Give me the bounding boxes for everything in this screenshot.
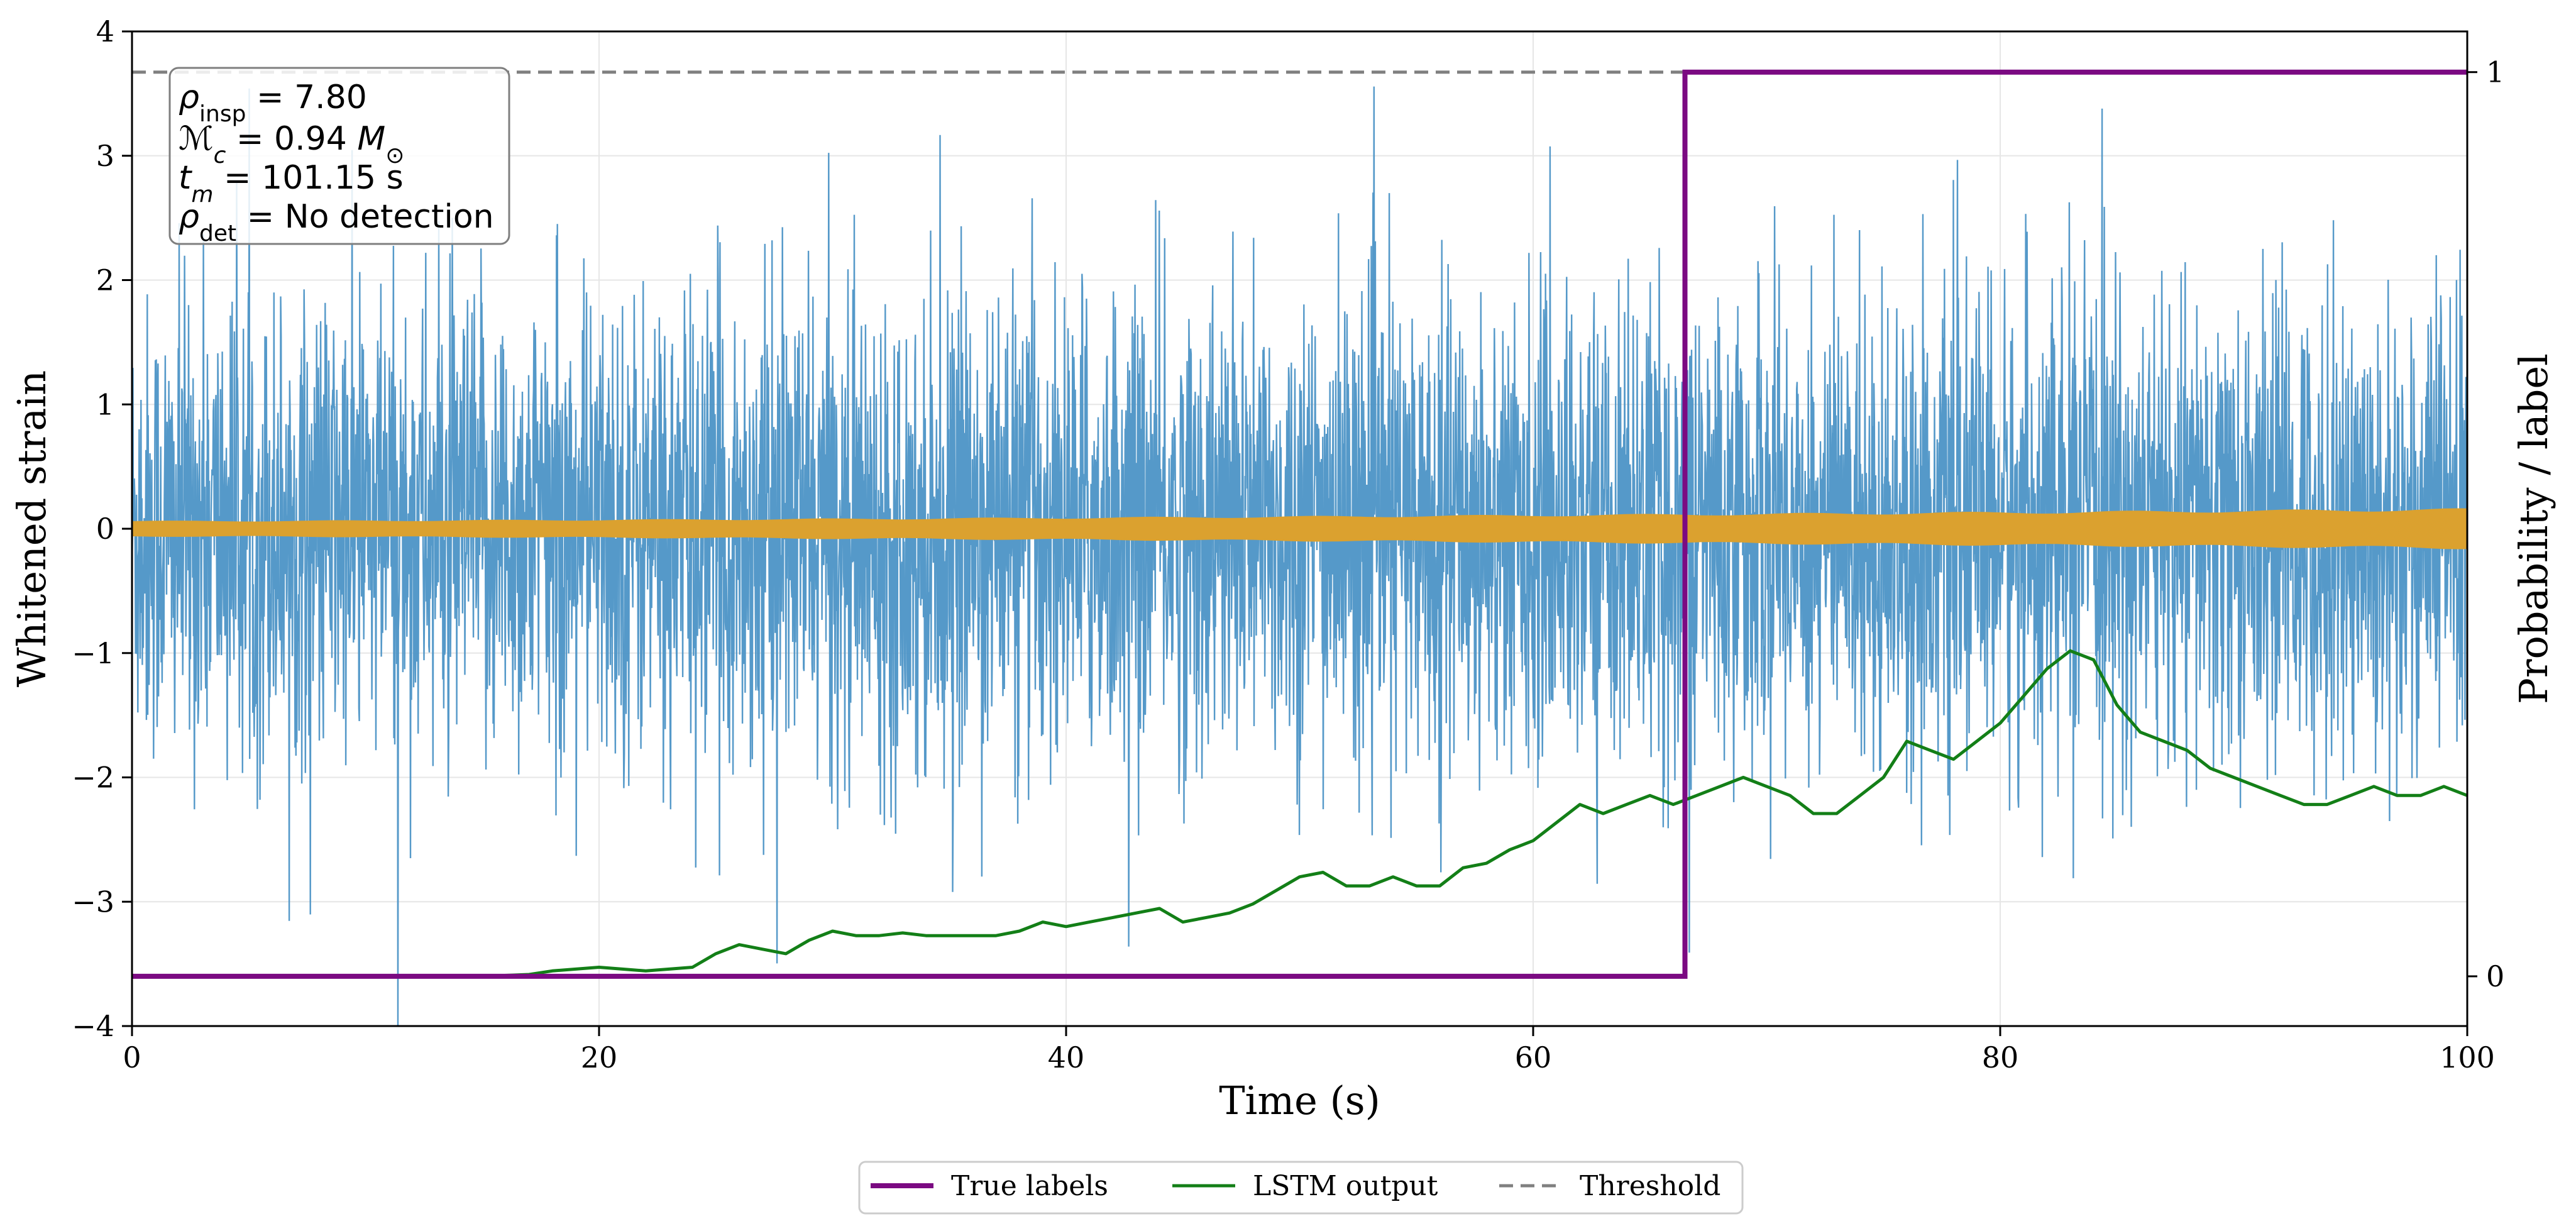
x-tick-label: 60 (1515, 1041, 1552, 1074)
legend-frame (858, 1161, 1744, 1215)
x-tick-label: 100 (2440, 1041, 2495, 1074)
x-tick-label: 0 (123, 1041, 141, 1074)
y-tick-label: 1 (96, 387, 114, 421)
legend-label-lstm-output: LSTM output (1253, 1170, 1438, 1202)
legend-label-true-labels: True labels (951, 1170, 1108, 1202)
x-tick-label: 20 (581, 1041, 618, 1074)
annotation-rho-insp: ρinsp = 7.80 (179, 79, 367, 127)
y-right-tick-label: 1 (2486, 55, 2504, 89)
annotation-merger-time: tm = 101.15 s (179, 159, 404, 207)
y-tick-label: −1 (72, 636, 114, 670)
probability-series (132, 69, 2468, 979)
true-labels-line (132, 69, 2467, 979)
x-axis-label: Time (s) (1219, 1078, 1380, 1123)
annotation-box: ρinsp = 7.80 ℳc = 0.94 M⊙ tm = 101.15 s … (168, 67, 510, 246)
y-axis-label: Whitened strain (9, 370, 55, 687)
annotation-chirp-mass: ℳc = 0.94 M⊙ (179, 120, 404, 168)
annotation-rho-det: ρdet = No detection (179, 198, 494, 246)
y-tick-label: −4 (72, 1009, 114, 1043)
y-axis-right-label: Probability / label (2511, 353, 2557, 704)
legend-label-threshold: Threshold (1580, 1170, 1720, 1202)
y-tick-label: −2 (72, 761, 114, 795)
legend: True labels LSTM output Threshold (858, 1161, 1744, 1215)
annotation-box-frame (168, 67, 510, 245)
x-tick-label: 80 (1982, 1041, 2019, 1074)
y-tick-label: 2 (96, 263, 114, 297)
y-tick-label: −3 (72, 885, 114, 919)
lstm-output-line (132, 649, 2468, 978)
y-right-tick-label: 0 (2486, 959, 2504, 993)
y-tick-label: 0 (96, 512, 114, 546)
y-tick-label: 4 (96, 14, 114, 48)
y-tick-label: 3 (96, 139, 114, 173)
x-tick-label: 40 (1048, 1041, 1085, 1074)
